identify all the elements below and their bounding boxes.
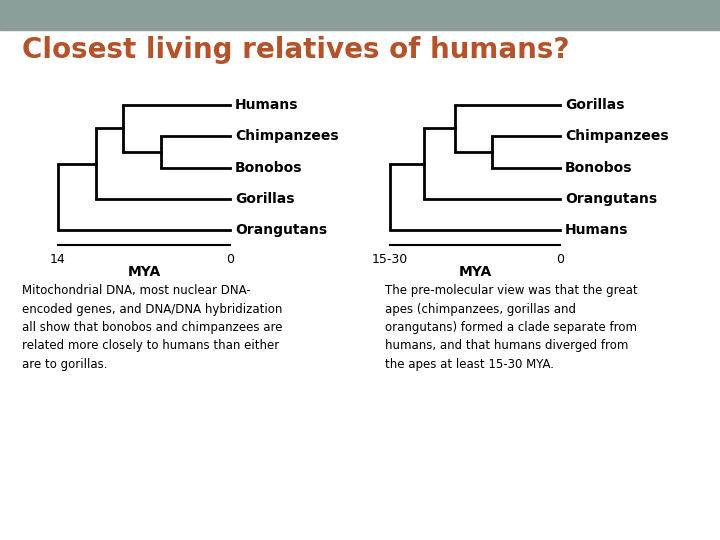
Text: Gorillas: Gorillas: [565, 98, 624, 112]
Text: Bonobos: Bonobos: [565, 160, 632, 174]
Text: 0: 0: [226, 253, 234, 266]
Text: 14: 14: [50, 253, 66, 266]
Text: Mitochondrial DNA, most nuclear DNA-
encoded genes, and DNA/DNA hybridization
al: Mitochondrial DNA, most nuclear DNA- enc…: [22, 284, 282, 371]
Text: Humans: Humans: [565, 223, 629, 237]
Text: Orangutans: Orangutans: [235, 223, 327, 237]
Text: Closest living relatives of humans?: Closest living relatives of humans?: [22, 36, 570, 64]
Text: Gorillas: Gorillas: [235, 192, 294, 206]
Text: MYA: MYA: [127, 265, 161, 279]
Text: MYA: MYA: [459, 265, 492, 279]
Text: Humans: Humans: [235, 98, 299, 112]
Text: Chimpanzees: Chimpanzees: [565, 129, 669, 143]
Bar: [0, 0, 720, 30]
Text: Chimpanzees: Chimpanzees: [235, 129, 338, 143]
Text: Orangutans: Orangutans: [565, 192, 657, 206]
Text: 0: 0: [556, 253, 564, 266]
Text: 15-30: 15-30: [372, 253, 408, 266]
Text: The pre-molecular view was that the great
apes (chimpanzees, gorillas and
orangu: The pre-molecular view was that the grea…: [385, 284, 638, 371]
Text: Bonobos: Bonobos: [235, 160, 302, 174]
